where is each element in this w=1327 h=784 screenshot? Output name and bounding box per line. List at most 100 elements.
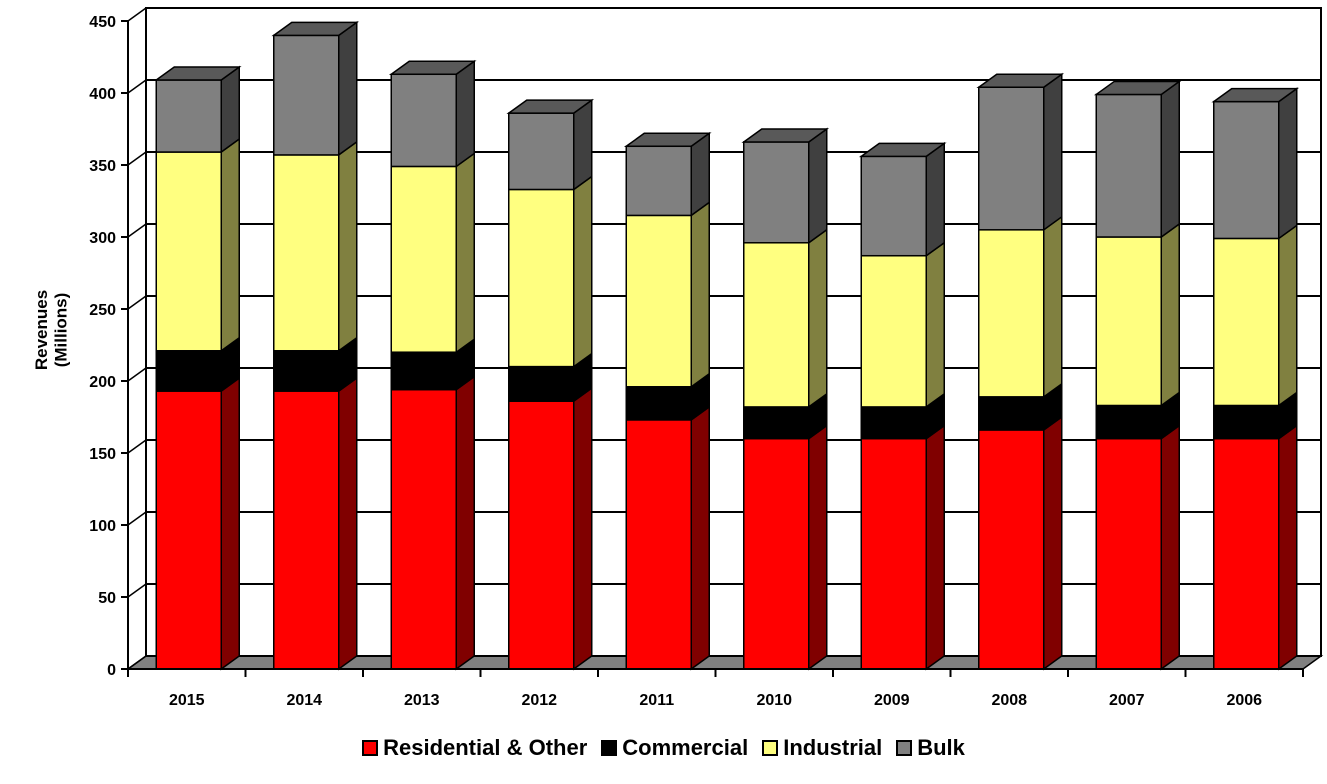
- legend-swatch-residential-other: [362, 740, 379, 756]
- bar-side-residential-other-2009: [925, 424, 945, 671]
- x-tick-label: 2013: [404, 692, 440, 709]
- bar-side-residential-other-2013: [455, 375, 475, 671]
- bar-side-bulk-2013: [455, 59, 475, 168]
- bar-top-2014: [271, 21, 360, 37]
- bar-top-2008: [976, 73, 1065, 88]
- bar-side-residential-other-2008: [1043, 415, 1063, 671]
- bar-stack-2015: [153, 65, 242, 671]
- y-axis-title-line: (Millions): [52, 293, 71, 368]
- bar-bulk-2009: [860, 155, 927, 257]
- bar-residential-other-2012: [508, 400, 575, 670]
- legend: Residential & Other Commercial Industrial B…: [0, 728, 1327, 768]
- bar-commercial-2013: [390, 351, 457, 391]
- legend-item-residential-other: Residential & Other: [362, 735, 587, 761]
- bar-commercial-2011: [625, 386, 692, 421]
- x-tick-label: 2007: [1109, 692, 1145, 709]
- bar-residential-other-2015: [155, 390, 222, 670]
- legend-item-bulk: Bulk: [896, 735, 965, 761]
- side-wall-line: [127, 583, 147, 598]
- bar-side-residential-other-2015: [220, 376, 240, 671]
- side-wall-line: [127, 511, 147, 526]
- bar-side-industrial-2013: [455, 151, 475, 354]
- bar-stack-2006: [1211, 87, 1300, 671]
- bar-top-2012: [506, 99, 595, 114]
- bar-industrial-2014: [273, 154, 340, 352]
- bar-top-2011: [623, 132, 712, 148]
- bar-industrial-2013: [390, 165, 457, 353]
- axes: [121, 20, 1304, 677]
- y-tick-labels: 0 50 100 150 200 250 300 350 400 450: [89, 14, 116, 679]
- bar-top-2006: [1211, 87, 1300, 103]
- bar-residential-other-2010: [743, 437, 810, 670]
- bar-industrial-2006: [1213, 237, 1280, 407]
- bar-residential-other-2007: [1095, 437, 1162, 670]
- x-tick-label: 2015: [169, 692, 205, 709]
- bar-residential-other-2011: [625, 419, 692, 670]
- bar-bulk-2010: [743, 141, 810, 244]
- bar-commercial-2007: [1095, 404, 1162, 440]
- bar-bulk-2008: [978, 86, 1045, 231]
- bar-bulk-2013: [390, 73, 457, 168]
- bar-top-2009: [858, 142, 947, 158]
- x-tick-labels: 2015 2014 2013 2012 2011 2010 2009 2008 2007 2006: [169, 692, 1262, 709]
- y-tick-label: 100: [89, 518, 116, 535]
- y-tick-label: 150: [89, 446, 116, 463]
- bar-bulk-2012: [508, 112, 575, 191]
- bar-bulk-2015: [155, 79, 222, 153]
- legend-label-industrial: Industrial: [783, 735, 883, 760]
- bar-industrial-2010: [743, 242, 810, 408]
- bar-residential-other-2009: [860, 437, 927, 670]
- bar-stack-2011: [623, 131, 712, 671]
- bar-stack-2007: [1093, 79, 1182, 671]
- bar-industrial-2008: [978, 229, 1045, 398]
- bar-side-bulk-2011: [690, 131, 710, 217]
- x-tick-label: 2011: [639, 692, 674, 709]
- bar-residential-other-2006: [1213, 437, 1280, 670]
- bar-side-residential-other-2010: [808, 424, 828, 671]
- bar-commercial-2006: [1213, 404, 1280, 440]
- legend-label-residential-other: Residential & Other: [383, 735, 588, 760]
- side-wall-line: [127, 223, 147, 238]
- x-tick-label: 2014: [286, 692, 322, 709]
- bar-residential-other-2008: [978, 429, 1045, 670]
- bar-top-2015: [153, 66, 242, 81]
- x-tick-label: 2009: [874, 692, 910, 709]
- legend-swatch-industrial: [762, 740, 779, 756]
- bar-residential-other-2014: [273, 390, 340, 670]
- bar-industrial-2011: [625, 214, 692, 388]
- bar-stack-2013: [388, 59, 477, 671]
- legend-swatch-bulk: [896, 740, 913, 756]
- bar-side-industrial-2007: [1160, 222, 1180, 407]
- y-axis-title-line: Revenues: [32, 290, 51, 370]
- bar-bulk-2007: [1095, 93, 1162, 238]
- bar-commercial-2008: [978, 396, 1045, 431]
- bar-side-industrial-2010: [808, 228, 828, 409]
- y-tick-label: 0: [107, 662, 116, 679]
- bar-side-residential-other-2011: [690, 405, 710, 671]
- bar-side-residential-other-2014: [338, 376, 358, 671]
- bar-industrial-2012: [508, 188, 575, 368]
- bar-bulk-2011: [625, 145, 692, 217]
- side-wall-line: [127, 655, 147, 670]
- y-tick-label: 400: [89, 86, 116, 103]
- bar-side-industrial-2014: [338, 140, 358, 353]
- bar-stack-2014: [271, 20, 360, 671]
- x-tick-label: 2012: [521, 692, 557, 709]
- side-wall-line: [127, 439, 147, 454]
- side-wall-line: [127, 79, 147, 94]
- bar-side-residential-other-2012: [573, 386, 593, 671]
- side-wall-line: [127, 295, 147, 310]
- legend-item-commercial: Commercial: [601, 735, 748, 761]
- bar-commercial-2010: [743, 406, 810, 440]
- bar-side-industrial-2008: [1043, 215, 1063, 399]
- bar-side-residential-other-2006: [1278, 424, 1298, 671]
- x-tick-label: 2006: [1226, 692, 1262, 709]
- bar-stack-2009: [858, 141, 947, 671]
- side-wall-line: [127, 367, 147, 382]
- x-tick-label: 2010: [756, 692, 792, 709]
- bar-bulk-2014: [273, 34, 340, 156]
- bar-side-bulk-2010: [808, 127, 828, 245]
- bar-side-bulk-2009: [925, 141, 945, 258]
- bar-commercial-2009: [860, 406, 927, 440]
